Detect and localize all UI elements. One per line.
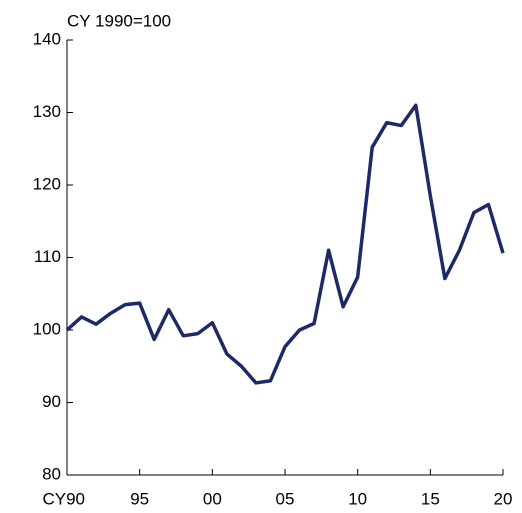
x-tick-label: 10 [348, 489, 367, 508]
y-tick-label: 100 [33, 319, 61, 338]
y-tick-label: 130 [33, 102, 61, 121]
y-tick-label: 110 [34, 247, 61, 266]
y-tick-label: 80 [42, 464, 61, 483]
x-tick-label: 00 [203, 489, 222, 508]
y-tick-label: 140 [33, 29, 61, 48]
x-tick-label: 15 [421, 489, 440, 508]
x-tick-label: 05 [276, 489, 295, 508]
y-axis-label: CY 1990=100 [67, 11, 171, 30]
line [65, 103, 505, 385]
x-tick-label: 95 [130, 489, 149, 508]
y-tick-label: 90 [42, 392, 61, 411]
x-tick-label: 20 [494, 489, 513, 508]
y-tick-label: 120 [33, 174, 61, 193]
x-tick-label: CY90 [42, 489, 85, 508]
